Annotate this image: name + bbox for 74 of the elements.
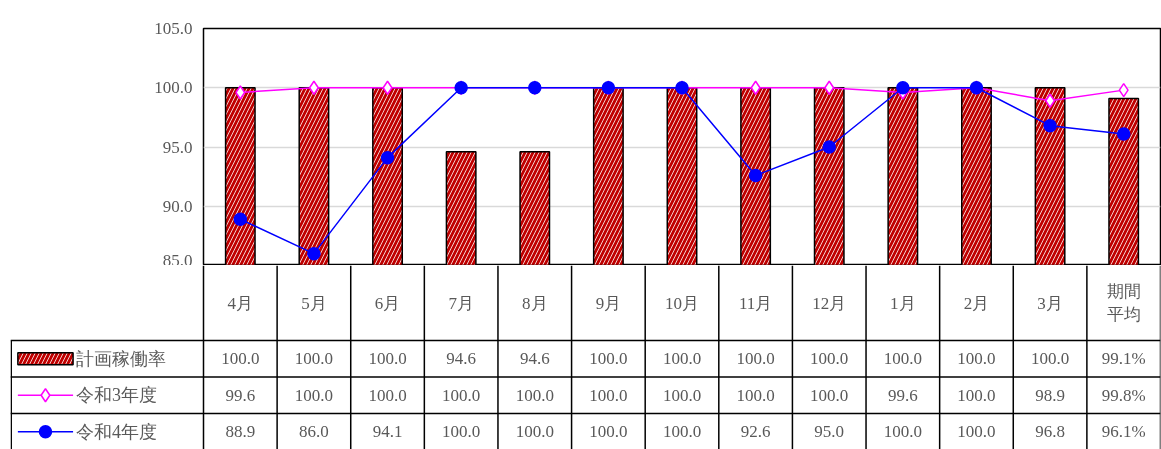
data-label: 100.0 — [442, 422, 481, 442]
data-label: 100.0 — [368, 349, 407, 369]
data-label: 100.0 — [1030, 349, 1070, 369]
data-label: 88.9 — [225, 422, 256, 442]
x-tick-label: 9月 — [595, 293, 622, 313]
data-label: 94.1 — [372, 422, 403, 442]
x-tick-label: 6月 — [374, 293, 401, 313]
data-label: 100.0 — [515, 422, 554, 442]
data-label: 100.0 — [957, 385, 996, 405]
x-tick-label: 7月 — [448, 293, 474, 313]
point — [824, 80, 835, 95]
x-tick-label: 2月 — [963, 293, 990, 313]
data-label: 100.0 — [221, 349, 260, 369]
data-label: 100.0 — [442, 385, 481, 405]
data-label: 100.0 — [589, 385, 628, 405]
x-tick-label: 5月 — [301, 293, 327, 313]
x-tick-label: 12月 — [812, 293, 847, 313]
point — [1116, 127, 1131, 141]
data-label: 100.0 — [294, 385, 334, 405]
data-label: 86.0 — [299, 422, 329, 442]
data-label: 99.6 — [225, 385, 256, 405]
point — [308, 80, 320, 95]
data-label: 100.0 — [736, 349, 775, 369]
data-label: 96.8 — [1035, 422, 1065, 442]
data-label: 95.0 — [814, 422, 845, 442]
data-label: 96.1% — [1101, 422, 1146, 442]
x-tick-label: 8月 — [522, 293, 548, 313]
point — [896, 81, 910, 95]
data-label: 99.8% — [1101, 385, 1146, 405]
point — [750, 80, 761, 95]
data-label: 100.0 — [662, 349, 702, 369]
data-label: 100.0 — [736, 385, 775, 405]
point — [382, 80, 393, 95]
y-tick-label: 95.0 — [162, 137, 193, 157]
data-label: 94.6 — [519, 349, 550, 369]
y-tick-label: 90.0 — [162, 196, 193, 216]
x-tick-label: 1月 — [890, 293, 916, 313]
x-tick-label: 4月 — [227, 293, 254, 313]
data-label: 99.1% — [1101, 349, 1146, 369]
x-tick-label: 10月 — [665, 293, 699, 313]
point — [748, 168, 763, 183]
point — [380, 150, 395, 165]
legend-label: 令和3年度 — [76, 385, 158, 406]
data-label: 92.6 — [740, 422, 771, 442]
data-label: 94.6 — [446, 349, 477, 369]
data-label: 100.0 — [294, 349, 334, 369]
data-label: 100.0 — [589, 422, 628, 442]
data-label: 100.0 — [662, 422, 702, 442]
point — [307, 246, 321, 261]
data-label: 100.0 — [810, 385, 849, 405]
x-tick-label: 11月 — [738, 293, 773, 313]
legend-label: 計画稼働率 — [76, 348, 167, 369]
legend-label: 令和4年度 — [76, 421, 158, 442]
x-tick-label: 期間平均 — [1106, 282, 1141, 324]
data-label: 100.0 — [957, 349, 996, 369]
point — [1043, 118, 1057, 133]
point — [1044, 93, 1056, 109]
data-label: 100.0 — [589, 349, 628, 369]
point — [822, 140, 836, 154]
data-label: 100.0 — [957, 422, 996, 442]
data-label: 100.0 — [810, 349, 849, 369]
data-label: 100.0 — [662, 385, 702, 405]
data-label: 98.9 — [1035, 385, 1065, 405]
data-label: 100.0 — [883, 349, 922, 369]
y-tick-label: 100.0 — [154, 78, 193, 98]
data-label: 100.0 — [883, 422, 922, 442]
point — [233, 212, 248, 227]
data-label: 100.0 — [368, 385, 407, 405]
y-tick-label: 85.0 — [162, 250, 193, 270]
point — [235, 85, 246, 100]
data-label: 99.6 — [887, 385, 918, 405]
y-tick-label: 105.0 — [154, 19, 193, 38]
x-tick-label: 3月 — [1037, 293, 1063, 313]
data-label: 100.0 — [515, 385, 554, 405]
